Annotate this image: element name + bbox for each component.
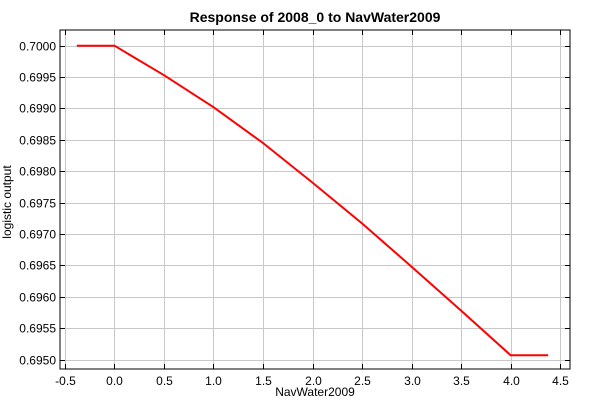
- x-tick-labels: -0.5 0.0 0.5 1.0 1.5 2.0 2.5 3.0 3.5 4.0 4.5: [55, 374, 569, 388]
- y-tick-label: 0.6970: [19, 228, 56, 242]
- x-tick-label: 3.5: [453, 374, 470, 388]
- y-tick-label: 0.6955: [19, 322, 56, 336]
- axis-ticks: [60, 30, 570, 369]
- x-tick-label: 0.5: [156, 374, 173, 388]
- y-tick-labels: 0.6950 0.6955 0.6960 0.6965 0.6970 0.6975 0.69…: [19, 40, 56, 368]
- chart-title: Response of 2008_0 to NavWater2009: [190, 9, 441, 25]
- y-axis-label: logistic output: [0, 165, 14, 239]
- y-tick-label: 0.6985: [19, 134, 56, 148]
- y-tick-label: 0.6965: [19, 259, 56, 273]
- x-tick-label: 1.5: [255, 374, 272, 388]
- x-axis-label: NavWater2009: [275, 385, 355, 399]
- y-tick-label: 0.6995: [19, 71, 56, 85]
- x-tick-label: 4.5: [552, 374, 569, 388]
- series-layer: [76, 44, 549, 357]
- y-tick-label: 0.6950: [19, 354, 56, 368]
- y-tick-label: 0.6960: [19, 291, 56, 305]
- x-tick-label: 3.0: [404, 374, 421, 388]
- x-tick-label: -0.5: [55, 374, 76, 388]
- y-tick-label: 0.6990: [19, 102, 56, 116]
- y-tick-label: 0.6980: [19, 165, 56, 179]
- x-tick-label: 2.0: [305, 374, 322, 388]
- series-line: [76, 44, 549, 357]
- y-tick-label: 0.6975: [19, 197, 56, 211]
- grid-lines: [60, 30, 570, 369]
- x-tick-label: 2.5: [354, 374, 371, 388]
- y-tick-label: 0.7000: [19, 40, 56, 54]
- plot-frame: [59, 29, 571, 370]
- x-tick-label: 4.0: [503, 374, 520, 388]
- x-tick-label: 1.0: [205, 374, 222, 388]
- x-tick-label: 0.0: [106, 374, 123, 388]
